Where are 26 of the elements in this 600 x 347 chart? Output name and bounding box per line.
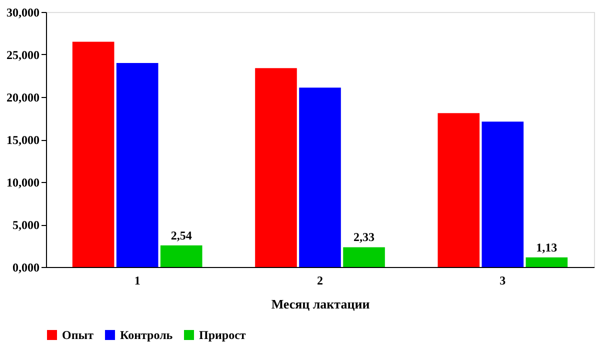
y-tick-label: 10,000	[6, 176, 40, 190]
x-axis-title: Месяц лактации	[271, 296, 370, 312]
x-tick-label: 2	[317, 274, 323, 288]
bar	[72, 42, 114, 267]
bar	[116, 63, 158, 267]
bar	[438, 113, 480, 267]
y-tick-label: 30,000	[6, 6, 40, 20]
y-tick-label: 20,000	[6, 90, 40, 104]
legend-label: Контроль	[120, 328, 174, 342]
bar	[299, 88, 341, 267]
y-tick-label: 25,000	[6, 48, 40, 62]
data-label: 1,13	[536, 240, 558, 254]
data-label: 2,54	[170, 228, 192, 242]
legend-label: Прирост	[199, 328, 246, 342]
x-tick-label: 3	[500, 274, 506, 288]
y-tick-label: 5,000	[12, 218, 40, 232]
bar	[160, 245, 202, 267]
bar	[482, 122, 524, 267]
bar	[526, 257, 568, 267]
data-label: 2,33	[354, 230, 375, 244]
bar	[343, 247, 385, 267]
y-tick-label: 15,000	[6, 133, 40, 147]
y-tick-label: 0,000	[12, 260, 40, 274]
x-tick-label: 1	[134, 274, 140, 288]
legend-label: Опыт	[62, 328, 94, 342]
bar	[255, 68, 297, 267]
